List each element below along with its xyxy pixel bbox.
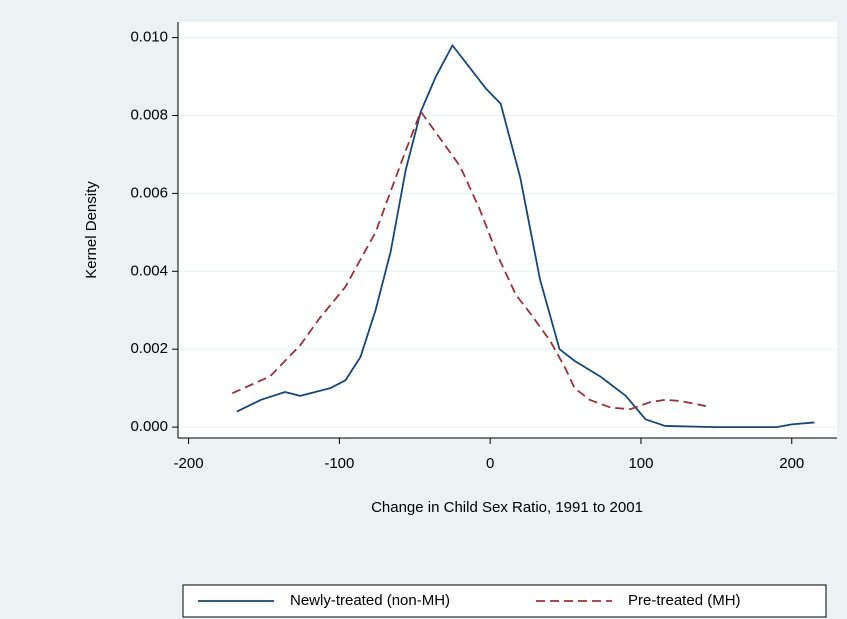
y-tick-label: 0.010 [130, 29, 168, 46]
y-tick-label: 0.004 [130, 262, 168, 279]
x-tick-label: -200 [174, 455, 204, 472]
series-line [231, 110, 706, 411]
series-line [236, 44, 815, 428]
x-tick-label: 200 [779, 455, 804, 472]
legend-label: Newly-treated (non-MH) [290, 592, 450, 609]
legend-label: Pre-treated (MH) [628, 592, 741, 609]
y-tick-label: 0.006 [130, 184, 168, 201]
y-tick-label: 0.002 [130, 340, 168, 357]
plot-area [178, 22, 837, 438]
y-tick-label: 0.000 [130, 418, 168, 435]
x-axis-label: Change in Child Sex Ratio, 1991 to 2001 [371, 499, 643, 516]
y-axis-label: Kernel Density [83, 181, 100, 279]
x-tick-label: -100 [324, 455, 354, 472]
legend-box [182, 584, 827, 618]
y-tick-label: 0.008 [130, 106, 168, 123]
x-tick-label: 100 [628, 455, 653, 472]
x-tick-label: 0 [486, 455, 494, 472]
